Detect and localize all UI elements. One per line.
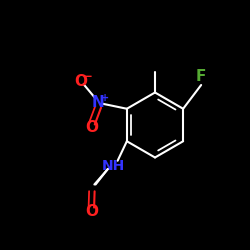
Text: O: O bbox=[85, 120, 98, 135]
Text: N: N bbox=[92, 95, 104, 110]
Text: O: O bbox=[85, 204, 98, 219]
Text: +: + bbox=[101, 93, 109, 103]
Text: O: O bbox=[74, 74, 87, 89]
Text: F: F bbox=[196, 69, 206, 84]
Text: NH: NH bbox=[102, 159, 125, 173]
Text: −: − bbox=[83, 70, 93, 83]
